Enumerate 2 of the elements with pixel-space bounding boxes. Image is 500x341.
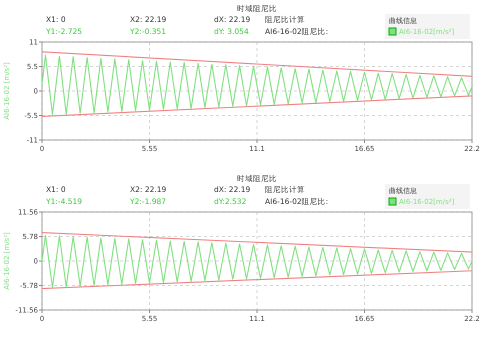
line-series <box>41 235 473 288</box>
line-series <box>41 54 473 116</box>
